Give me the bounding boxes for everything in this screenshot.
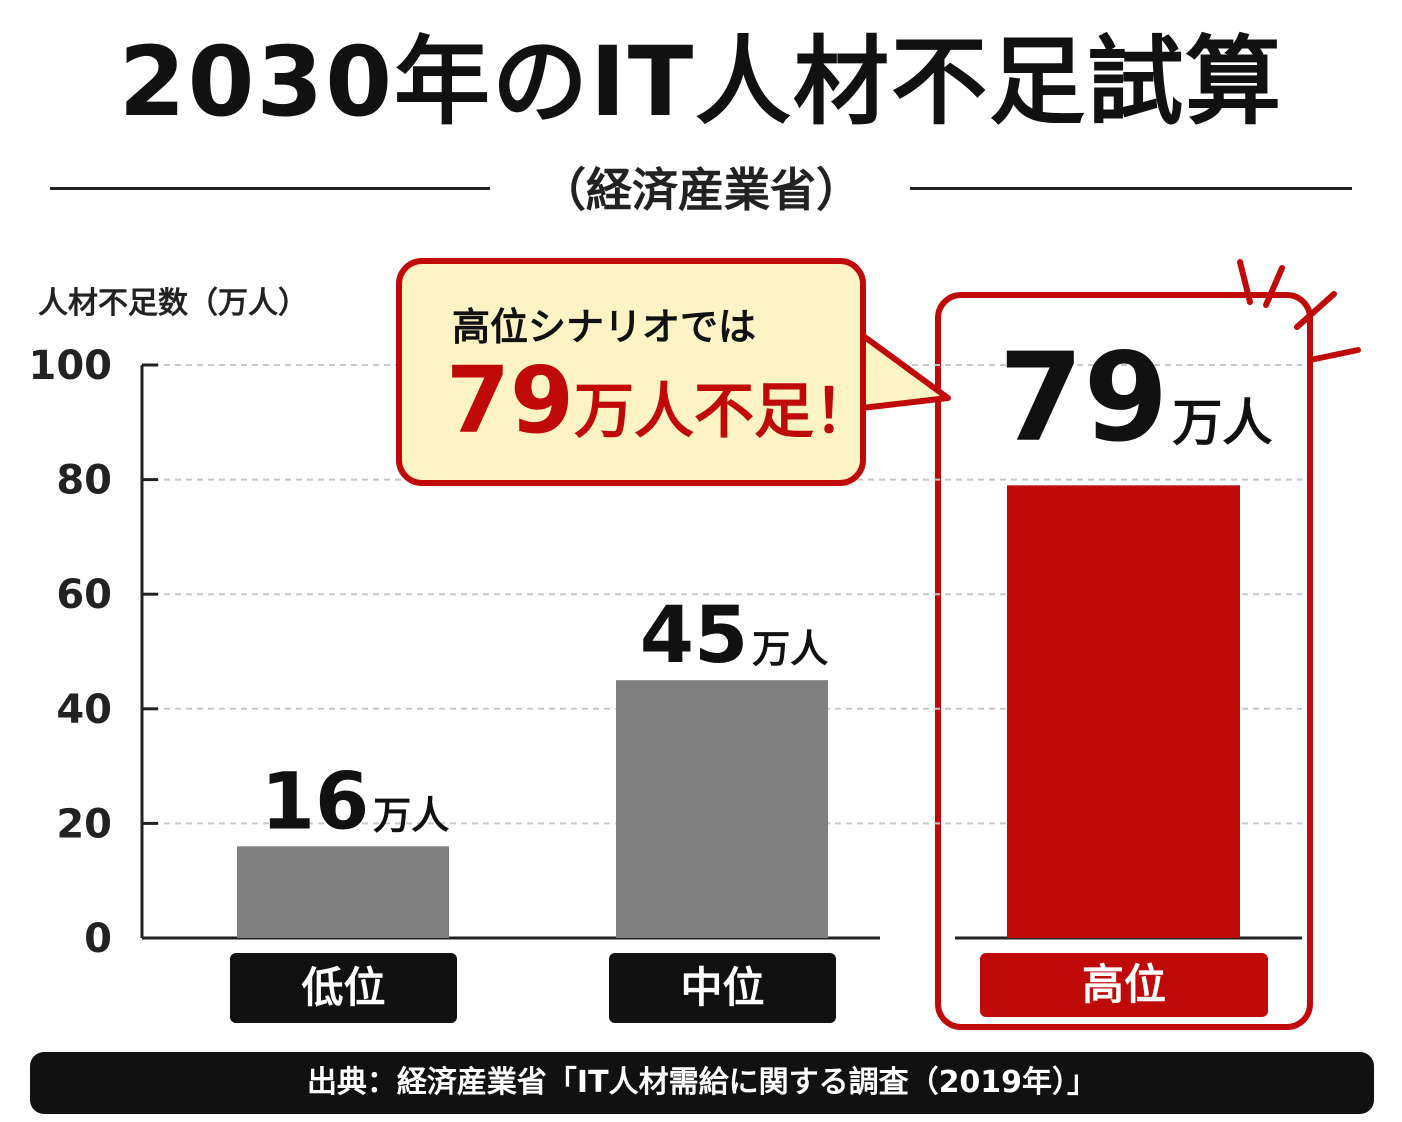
y-tick-label: 100 — [29, 343, 113, 389]
subtitle: （経済産業省） — [540, 163, 862, 217]
emphasis-burst-mark — [1237, 259, 1253, 305]
bar-0 — [237, 846, 449, 938]
high-scenario-highlight-frame — [935, 292, 1313, 1030]
emphasis-burst-mark — [1263, 265, 1285, 308]
callout-number: 79 — [446, 347, 575, 454]
value-label-1: 45 万人 — [640, 591, 829, 681]
y-tick-label: 0 — [84, 916, 112, 962]
emphasis-burst-mark — [1294, 291, 1337, 330]
subtitle-row: （経済産業省） — [50, 150, 1352, 230]
y-axis-label: 人材不足数（万人） — [38, 286, 308, 321]
category-label-1: 中位 — [609, 953, 836, 1023]
subtitle-rule-left — [50, 187, 490, 190]
emphasis-burst-mark — [1307, 347, 1361, 363]
callout-line2: 79万人不足！ — [446, 346, 874, 467]
source-footer: 出典：経済産業省「IT人材需給に関する調査（2019年）」 — [30, 1052, 1374, 1114]
value-label-0: 16 万人 — [261, 757, 450, 847]
callout-bubble: 高位シナリオでは 79万人不足！ — [396, 258, 874, 486]
subtitle-rule-right — [910, 187, 1352, 190]
bar-2 — [1007, 485, 1240, 938]
callout-tail — [860, 332, 951, 411]
y-tick-label: 80 — [56, 458, 112, 504]
category-label-2: 高位 — [980, 953, 1268, 1017]
callout-rest: 万人不足！ — [574, 377, 875, 447]
y-tick-label: 40 — [56, 687, 112, 733]
y-tick-label: 20 — [56, 801, 112, 847]
value-label-2: 79万人 — [999, 327, 1273, 469]
page-title: 2030年のIT人材不足試算 — [118, 26, 1284, 138]
bar-1 — [616, 680, 828, 938]
category-label-0: 低位 — [230, 953, 457, 1023]
callout-line1: 高位シナリオでは — [452, 305, 757, 349]
y-tick-label: 60 — [56, 572, 112, 618]
